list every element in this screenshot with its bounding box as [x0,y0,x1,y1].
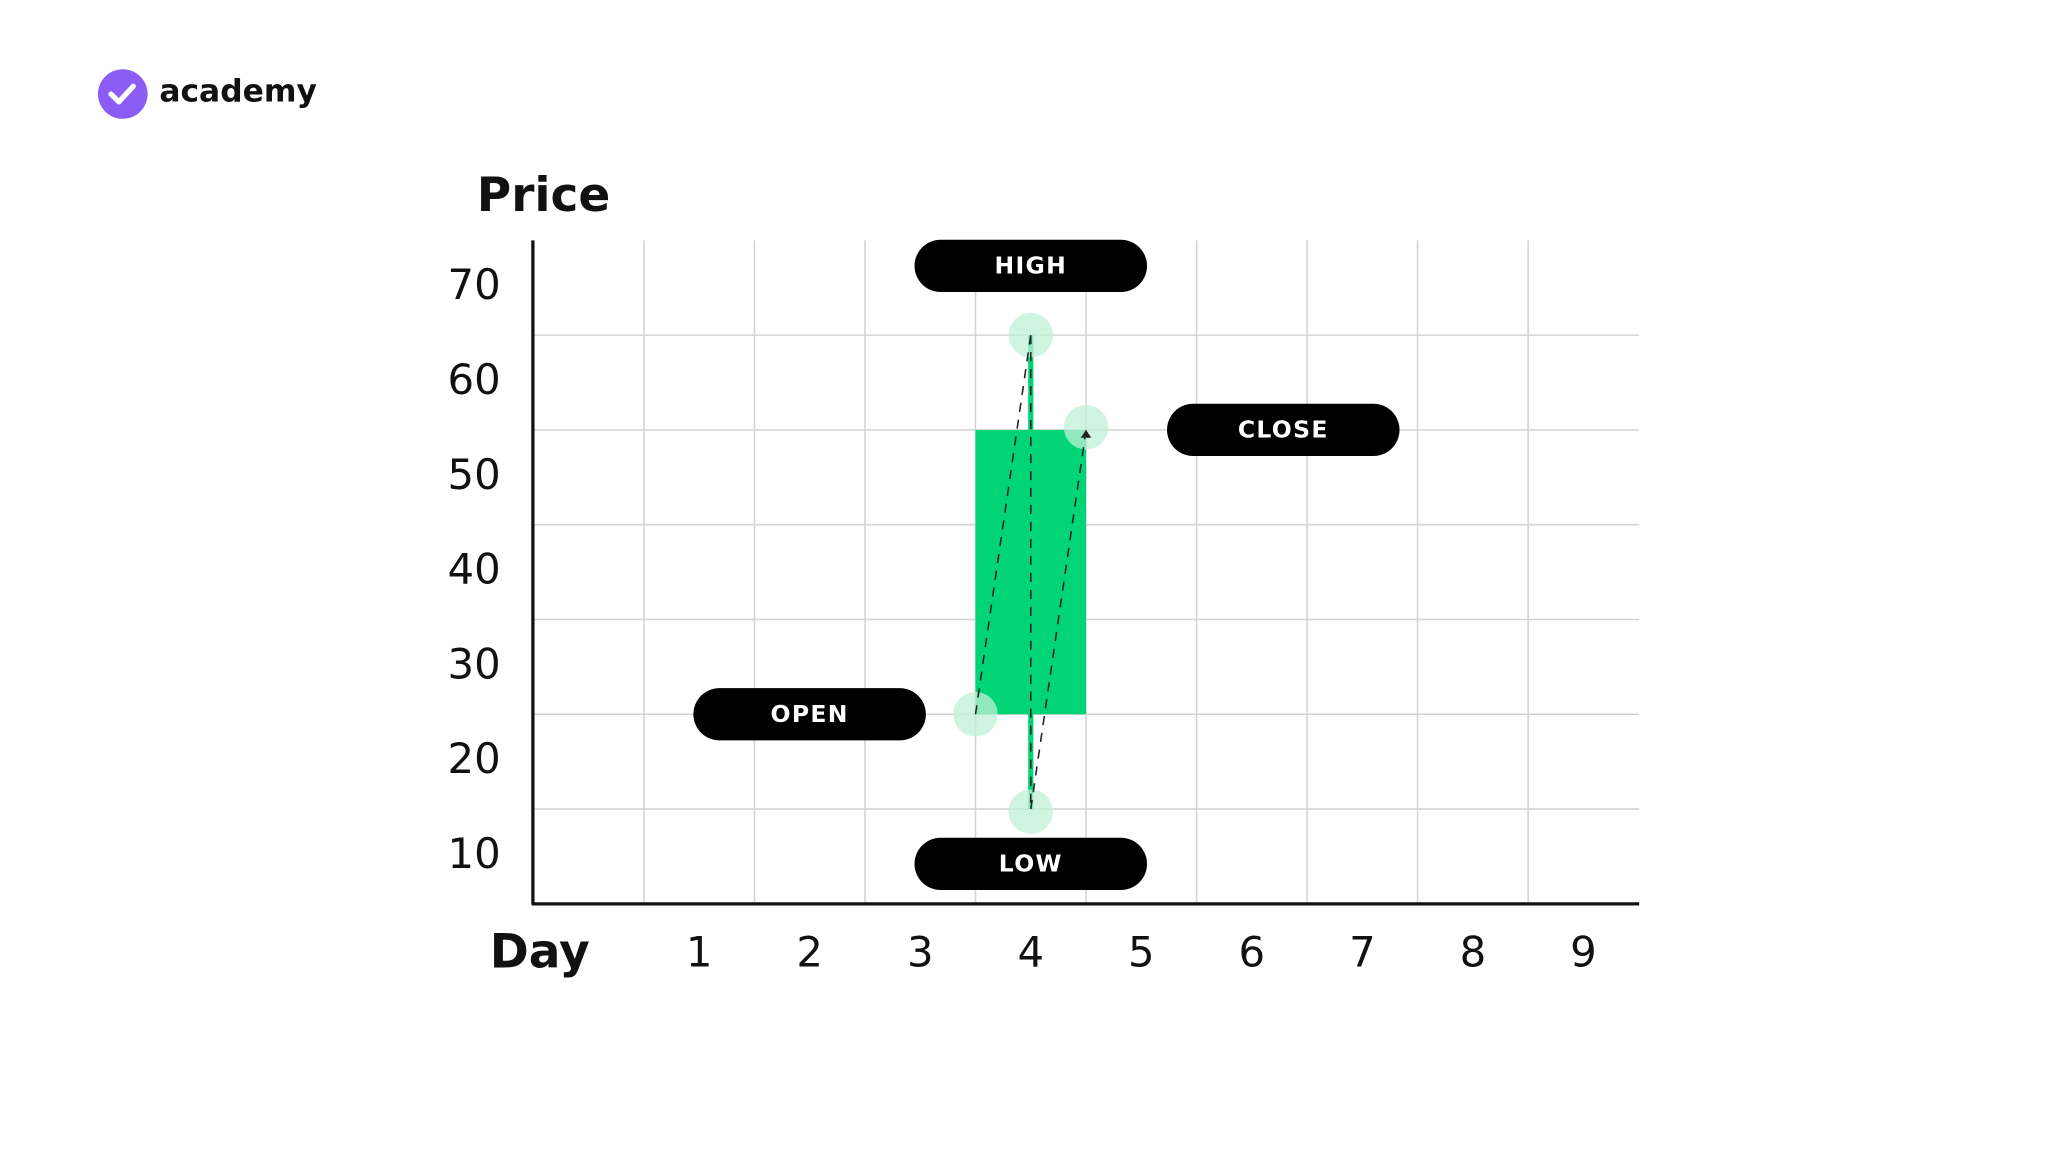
point-highlight [1063,405,1109,450]
annotation-pill [914,837,1148,891]
y-tick-label: 10 [448,829,501,878]
y-tick-label: 30 [448,639,501,688]
y-tick-label: 70 [448,260,501,309]
point-highlight [1008,789,1053,834]
plot: HIGH LOW OPEN CLOSE [693,239,1400,891]
y-tick-label: 20 [448,734,501,783]
annotation-label: HIGH [994,252,1067,280]
y-axis-title: Price [477,168,611,223]
annotation-label: OPEN [771,700,849,728]
x-tick-label: 8 [1460,927,1487,976]
x-axis-title: Day [490,924,590,979]
y-tick-label: 60 [448,355,501,404]
annotation-pill [1167,403,1400,457]
guide-arrow [1080,429,1092,438]
y-tick-label: 40 [448,545,501,594]
annotation-label: LOW [999,850,1063,878]
x-tick-label: 1 [686,927,713,976]
x-tick-label: 9 [1570,927,1597,976]
x-tick-label: 4 [1017,927,1044,976]
y-tick-label: 50 [448,450,501,499]
x-tick-label: 6 [1239,927,1266,976]
annotation-label: CLOSE [1238,416,1329,444]
x-tick-label: 5 [1128,927,1155,976]
guide-line [974,335,1032,715]
annotation-pill [693,688,926,741]
x-tick-label: 7 [1349,927,1376,976]
x-tick-label: 2 [796,927,823,976]
logo: academy [97,69,317,119]
brand-name: academy [159,74,317,110]
logo-check [108,83,136,105]
guide-line [1030,429,1087,810]
x-tick-label: 3 [907,927,934,976]
annotation-pill [914,239,1148,293]
